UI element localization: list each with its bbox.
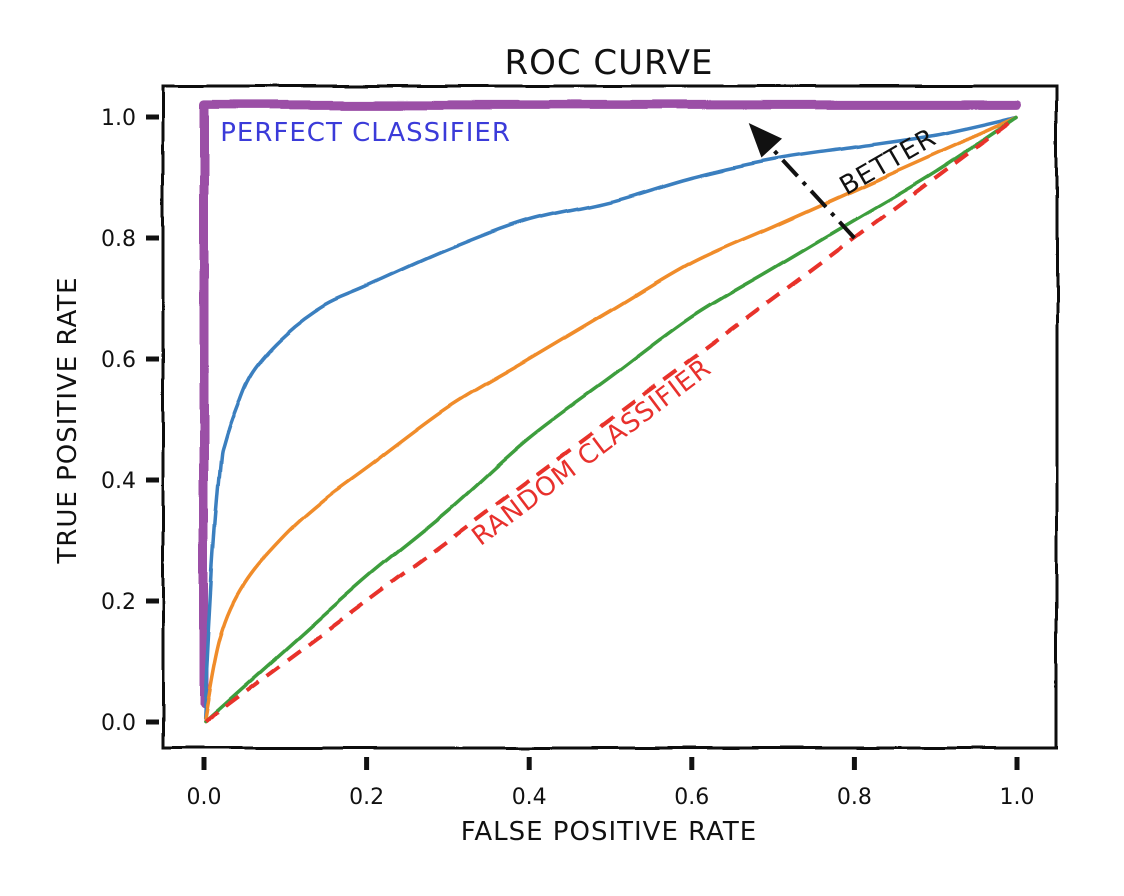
x-tick-label: 0.6 <box>674 785 709 810</box>
series-layer <box>199 100 1022 724</box>
perfect-classifier-label: PERFECT CLASSIFIER <box>220 118 511 148</box>
arrow-shaft <box>770 146 856 240</box>
x-axis-ticks: 0.0 0.2 0.4 0.6 0.8 1.0 <box>187 757 1035 810</box>
classifier-line-blue <box>202 115 1019 724</box>
plot-frame <box>161 84 1059 750</box>
chart-title: ROC CURVE <box>504 43 713 83</box>
y-tick-label: 0.2 <box>101 590 136 615</box>
classifier-line-orange <box>202 115 1019 724</box>
y-axis-ticks: 0.0 0.2 0.4 0.6 0.8 1.0 <box>101 106 159 736</box>
x-tick-label: 0.8 <box>837 785 872 810</box>
random-classifier-label: RANDOM CLASSIFIER <box>467 353 718 552</box>
annotation-layer: PERFECT CLASSIFIER RANDOM CLASSIFIER BETTE… <box>220 118 941 552</box>
classifier-line-green <box>202 115 1019 724</box>
y-tick-label: 0.6 <box>101 348 136 373</box>
y-tick-label: 0.0 <box>101 711 136 736</box>
better-arrow <box>748 123 856 240</box>
x-tick-label: 1.0 <box>1000 785 1035 810</box>
y-tick-label: 0.4 <box>101 469 136 494</box>
perfect-classifier-line <box>199 100 1022 709</box>
y-tick-label: 1.0 <box>101 106 136 131</box>
x-axis-label: FALSE POSITIVE RATE <box>461 817 757 847</box>
y-axis-label: TRUE POSITIVE RATE <box>53 276 83 564</box>
y-tick-label: 0.8 <box>101 227 136 252</box>
better-label: BETTER <box>835 123 942 202</box>
x-tick-label: 0.2 <box>349 785 384 810</box>
random-classifier-line <box>202 115 1019 724</box>
arrow-head <box>748 123 783 158</box>
x-tick-label: 0.4 <box>512 785 547 810</box>
x-tick-label: 0.0 <box>187 785 222 810</box>
